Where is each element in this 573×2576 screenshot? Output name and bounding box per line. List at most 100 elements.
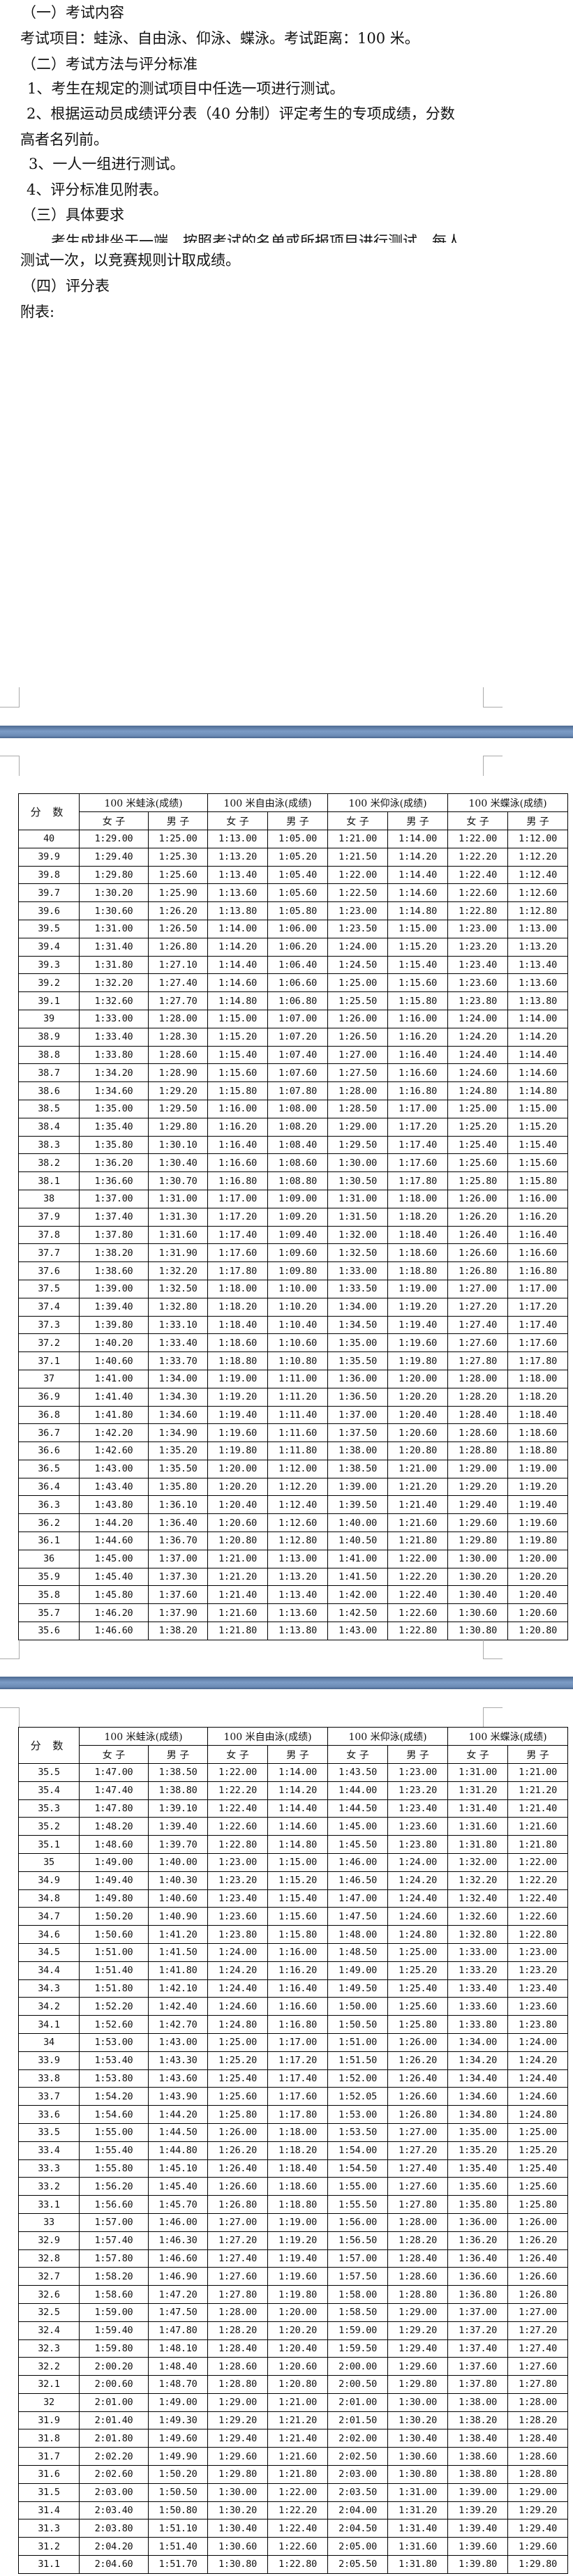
time-cell: 1:30.60	[207, 2537, 269, 2556]
time-cell: 1:56.60	[79, 2195, 149, 2214]
time-cell: 1:22.50	[327, 883, 389, 903]
time-cell: 1:16.80	[267, 2015, 329, 2034]
time-cell: 1:42.10	[147, 1979, 209, 1998]
time-cell: 1:28.30	[147, 1027, 209, 1047]
time-cell: 1:19.60	[507, 1513, 569, 1533]
score-cell: 39.1	[18, 991, 80, 1010]
time-cell: 1:27.60	[507, 2357, 569, 2376]
time-cell: 1:25.20	[207, 2051, 269, 2070]
time-cell: 1:23.20	[447, 937, 509, 957]
time-cell: 1:36.40	[447, 2249, 509, 2268]
time-cell: 1:34.80	[447, 2105, 509, 2124]
time-cell: 1:21.20	[507, 1781, 569, 1800]
score-cell: 33.5	[18, 2122, 80, 2142]
time-cell: 1:14.60	[387, 883, 449, 903]
time-cell: 1:39.40	[79, 1297, 149, 1317]
time-cell: 1:26.00	[447, 1189, 509, 1208]
time-cell: 1:23.60	[207, 1907, 269, 1926]
female-header: 女 子	[79, 811, 149, 830]
time-cell: 1:13.80	[267, 1622, 329, 1640]
time-cell: 1:30.50	[327, 1171, 389, 1190]
time-cell: 1:23.50	[327, 919, 389, 938]
header-row: 分 数 100 米蛙泳(成绩) 100 米自由泳(成绩) 100 米仰泳(成绩) 100…	[18, 1727, 569, 1764]
page-corner-mark	[0, 756, 20, 776]
score-cell: 33.2	[18, 2177, 80, 2196]
time-cell: 1:17.40	[507, 1315, 569, 1335]
time-cell: 1:25.80	[507, 2195, 569, 2214]
time-cell: 1:14.00	[267, 1763, 329, 1782]
table-row: 34.7 1:50.20 1:40.90 1:23.60 1:15.60 1:47.50 1…	[18, 1907, 569, 1926]
page-separator	[0, 1677, 573, 1689]
time-cell: 1:48.50	[327, 1942, 389, 1962]
time-cell: 1:13.40	[207, 865, 269, 885]
time-cell: 1:38.60	[79, 1261, 149, 1280]
time-cell: 1:39.10	[147, 1799, 209, 1818]
time-cell: 1:49.50	[327, 1979, 389, 1998]
time-cell: 1:23.80	[507, 2015, 569, 2034]
time-cell: 1:08.20	[267, 1117, 329, 1137]
time-cell: 1:13.40	[267, 1585, 329, 1605]
table-row: 32.4 1:59.40 1:47.80 1:28.20 1:20.20 1:59.00 1…	[18, 2321, 569, 2340]
time-cell: 1:36.00	[447, 2212, 509, 2232]
score-cell: 31.4	[18, 2501, 80, 2520]
time-cell: 1:15.80	[387, 991, 449, 1010]
time-cell: 1:11.40	[267, 1405, 329, 1425]
time-cell: 1:29.60	[507, 2537, 569, 2556]
table-row: 31.1 2:04.60 1:51.70 1:30.80 1:22.80 2:05.50 1…	[18, 2555, 569, 2574]
time-cell: 1:15.60	[387, 973, 449, 993]
time-cell: 1:48.20	[79, 1817, 149, 1836]
time-cell: 1:51.40	[79, 1961, 149, 1980]
time-cell: 1:31.00	[79, 919, 149, 938]
time-cell: 1:26.60	[207, 2177, 269, 2196]
time-cell: 1:39.00	[79, 1279, 149, 1298]
time-cell: 1:39.20	[447, 2501, 509, 2520]
time-cell: 1:54.50	[327, 2159, 389, 2178]
time-cell: 1:38.80	[147, 1781, 209, 1800]
time-cell: 2:03.80	[79, 2519, 149, 2538]
time-cell: 1:05.80	[267, 901, 329, 920]
time-cell: 1:56.20	[79, 2177, 149, 2196]
score-cell: 37.2	[18, 1333, 80, 1353]
time-cell: 1:29.40	[507, 2519, 569, 2538]
time-cell: 1:45.70	[147, 2195, 209, 2214]
time-cell: 1:13.80	[507, 991, 569, 1010]
time-cell: 1:34.90	[147, 1423, 209, 1443]
time-cell: 1:25.00	[147, 830, 209, 848]
table-row: 39.5 1:31.00 1:26.50 1:14.00 1:06.00 1:23.50 1…	[18, 919, 569, 938]
time-cell: 1:32.00	[327, 1225, 389, 1245]
time-cell: 1:50.50	[327, 2015, 389, 2034]
section-heading-4: （四）评分表	[22, 278, 110, 294]
time-cell: 1:23.20	[507, 1961, 569, 1980]
time-cell: 1:22.20	[267, 2501, 329, 2520]
appendix-label: 附表:	[20, 304, 55, 320]
time-cell: 1:34.50	[327, 1315, 389, 1335]
time-cell: 1:19.00	[207, 1369, 269, 1388]
time-cell: 1:39.40	[147, 1817, 209, 1836]
time-cell: 1:16.20	[267, 1961, 329, 1980]
table-row: 36.4 1:43.40 1:35.80 1:20.20 1:12.20 1:39.00 1…	[18, 1477, 569, 1497]
time-cell: 1:22.80	[507, 1925, 569, 1944]
score-cell: 37	[18, 1369, 80, 1388]
time-cell: 1:57.00	[327, 2249, 389, 2268]
time-cell: 1:37.80	[79, 1225, 149, 1245]
section-heading-1: （一）考试内容	[22, 4, 124, 21]
time-cell: 1:19.00	[267, 2212, 329, 2232]
table-row: 32 2:01.00 1:49.00 1:29.00 1:21.00 2:01.00 1:3…	[18, 2392, 569, 2412]
time-cell: 1:55.00	[79, 2122, 149, 2142]
time-cell: 1:57.50	[327, 2267, 389, 2286]
score-cell: 39.6	[18, 901, 80, 920]
time-cell: 1:17.20	[507, 1297, 569, 1317]
time-cell: 1:30.40	[387, 2429, 449, 2448]
time-cell: 1:12.60	[267, 1513, 329, 1533]
header-row: 分 数 100 米蛙泳(成绩) 100 米自由泳(成绩) 100 米仰泳(成绩) 100…	[18, 793, 569, 830]
time-cell: 1:40.60	[79, 1351, 149, 1370]
time-cell: 1:14.20	[507, 1027, 569, 1047]
time-cell: 1:08.60	[267, 1153, 329, 1173]
time-cell: 1:31.80	[79, 955, 149, 975]
time-cell: 1:21.80	[207, 1622, 269, 1640]
time-cell: 1:59.80	[79, 2339, 149, 2358]
time-cell: 1:47.80	[79, 1799, 149, 1818]
time-cell: 1:23.00	[447, 919, 509, 938]
score-cell: 31.1	[18, 2555, 80, 2574]
score-cell: 35.4	[18, 1781, 80, 1800]
